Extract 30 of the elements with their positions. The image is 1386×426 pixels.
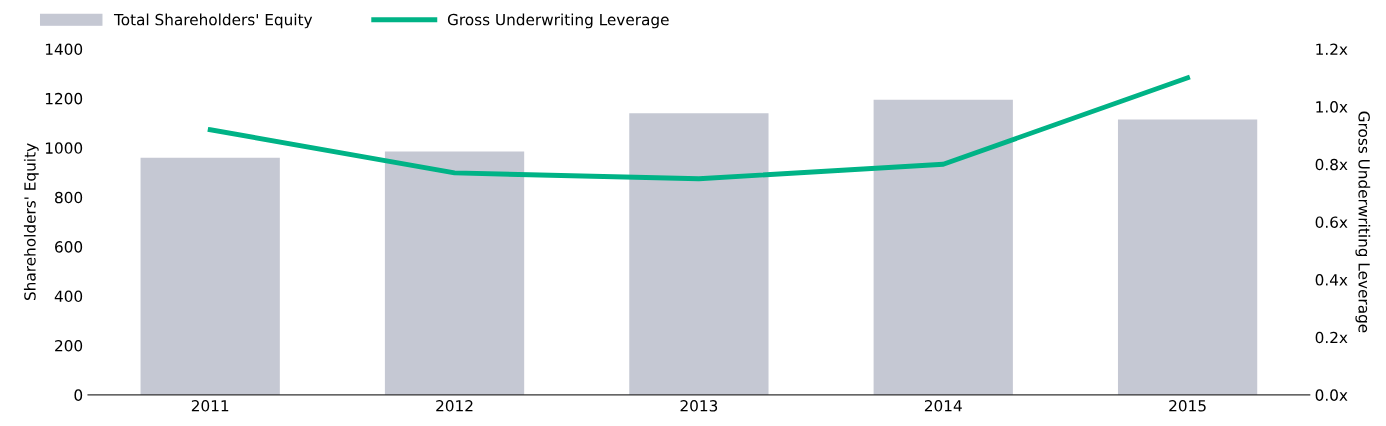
y-tick-label: 1400 <box>45 43 83 56</box>
y-tick-label: 1200 <box>45 92 83 105</box>
y2-tick-label: 1.2x <box>1316 43 1348 55</box>
x-tick-label: 2014 <box>924 400 962 412</box>
y2-tick-label: 0.6x <box>1315 216 1348 228</box>
y-axis-title: Shareholders' Equity <box>23 143 39 300</box>
x-tick-label: 2015 <box>1169 400 1206 412</box>
bar <box>629 113 769 395</box>
bar <box>873 99 1013 395</box>
x-tick-label: 2012 <box>436 400 473 412</box>
y2-tick-label: 0.4x <box>1315 274 1348 286</box>
y-tick-label: 0 <box>74 389 83 401</box>
line-series <box>207 75 1191 182</box>
y-tick-label: 1000 <box>45 142 83 154</box>
x-tick-label: 2011 <box>191 400 229 412</box>
y2-tick-label: 0.2x <box>1315 331 1348 344</box>
x-tick-label: 2013 <box>680 400 718 412</box>
y-tick-label: 200 <box>55 339 83 352</box>
legend-label: Total Shareholders' Equity <box>113 13 313 29</box>
y2-axis-title: Gross Underwriting Leverage <box>1355 111 1371 333</box>
bar <box>140 157 280 395</box>
bar <box>1117 119 1258 395</box>
y-tick-label: 400 <box>54 290 83 303</box>
y-tick-label: 600 <box>55 241 83 253</box>
y2-tick-label: 1.0x <box>1316 101 1348 113</box>
y2-tick-label: 0.0x <box>1315 389 1348 401</box>
y2-tick-label: 0.8x <box>1315 158 1348 171</box>
legend-label: Gross Underwriting Leverage <box>447 13 669 29</box>
bar <box>384 151 525 395</box>
y-tick-label: 800 <box>55 191 83 204</box>
